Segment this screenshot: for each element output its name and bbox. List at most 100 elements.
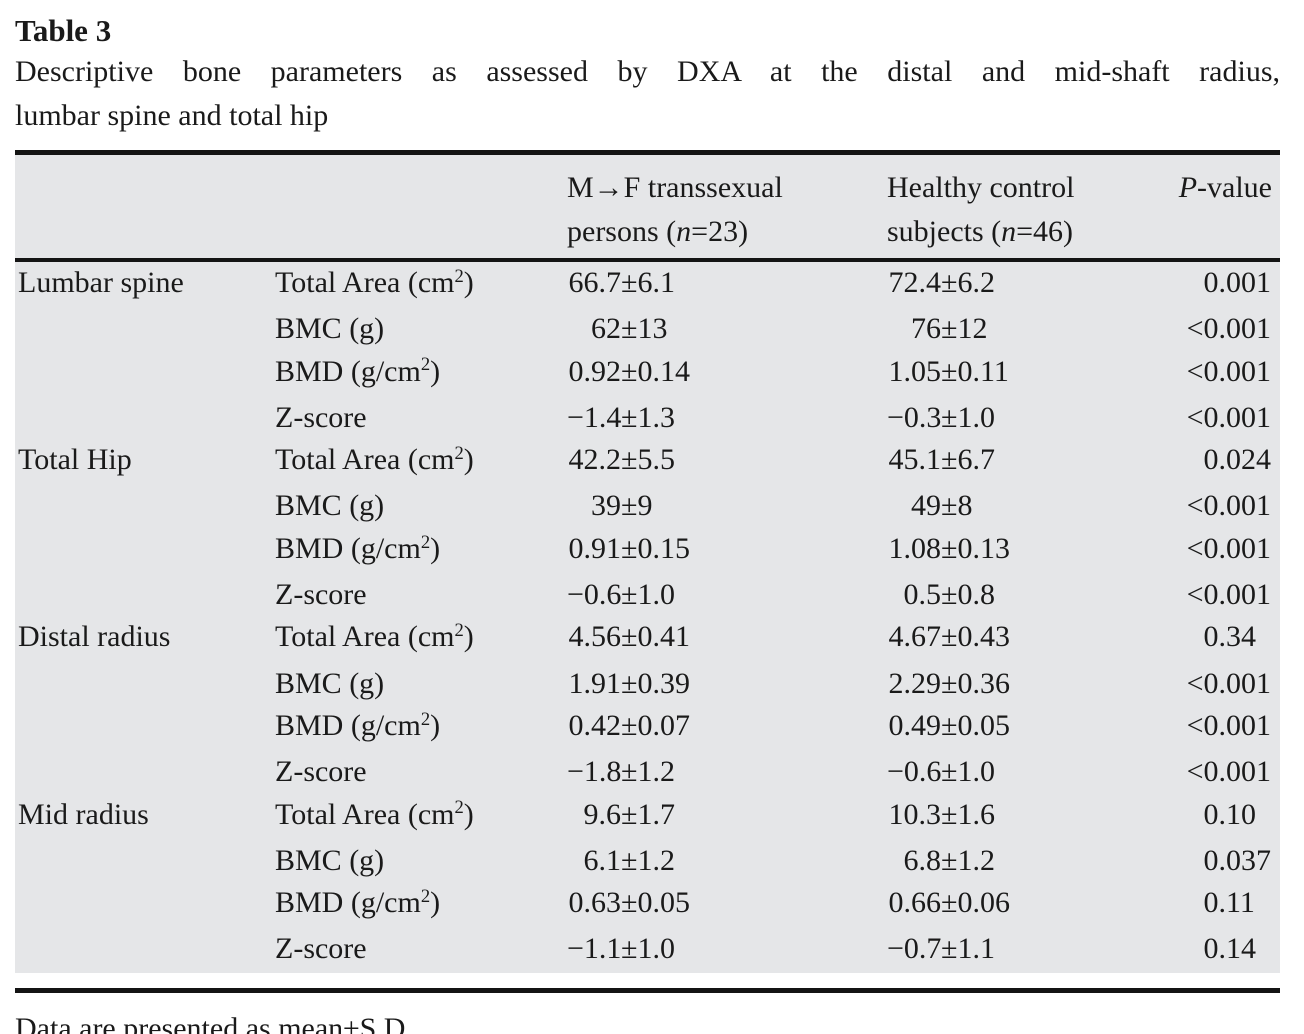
group1-line2-suffix: =23) [691, 215, 749, 248]
p-value-cell: 0.024 [1203, 443, 1272, 477]
table-row: Mid radius Total Area (cm2) 9.6±1.7 10.3±1.… [15, 794, 1280, 840]
col-header-pvalue: P-value [1175, 166, 1280, 254]
param-cell: Z-score [275, 400, 367, 434]
table-footnote: Data are presented as mean±S.D. [15, 1011, 413, 1034]
param-cell: BMD (g/cm2) [275, 708, 441, 742]
p-value-cell: <0.001 [1186, 531, 1271, 565]
table-row: Total Hip Total Area (cm2) 42.2±5.5 45.1±6.… [15, 439, 1280, 485]
group1-value-cell: 0.42±0.07 [568, 708, 690, 742]
region-cell: Lumbar spine [18, 266, 184, 299]
group1-value-cell: 39±9 [591, 489, 653, 523]
region-cell: Mid radius [18, 797, 149, 831]
table-row: Z-score −1.4±1.3 −0.3±1.0 <0.001 [15, 397, 1280, 439]
group1-value-cell: 0.92±0.14 [568, 354, 690, 388]
p-value-cell: <0.001 [1186, 312, 1271, 346]
header-param-cell [275, 166, 567, 254]
group1-line2-prefix: persons ( [567, 215, 677, 248]
p-value-cell: <0.001 [1186, 578, 1271, 612]
table-top-rule [15, 150, 1280, 155]
region-cell [15, 882, 275, 928]
region-cell [15, 663, 275, 705]
region-cell [15, 705, 275, 751]
param-cell: Z-score [275, 932, 367, 966]
table-bottom-gap [15, 972, 1280, 988]
region-cell [15, 308, 275, 350]
p-value-cell: <0.001 [1186, 666, 1271, 700]
region-cell: Distal radius [18, 620, 171, 654]
p-value-cell: 0.001 [1203, 266, 1272, 299]
group2-value-cell: 1.08±0.13 [888, 531, 1010, 565]
group2-value-cell: 0.49±0.05 [888, 708, 1010, 742]
p-value-cell: <0.001 [1186, 489, 1271, 523]
group2-value-cell: 0.66±0.06 [888, 886, 1010, 920]
group2-value-cell: 1.05±0.11 [888, 354, 1009, 388]
group2-value-cell: −0.3±1.0 [887, 400, 995, 434]
param-cell: Total Area (cm2) [275, 620, 474, 654]
group1-line1: M→F transsexual [567, 171, 783, 204]
region-cell [15, 574, 275, 616]
param-cell: Total Area (cm2) [275, 265, 474, 299]
group2-value-cell: 72.4±6.2 [888, 266, 995, 299]
table-row: BMD (g/cm2) 0.91±0.15 1.08±0.13 <0.001 [15, 528, 1280, 574]
group2-n-symbol: n [1001, 215, 1017, 248]
group2-line1: Healthy control [887, 171, 1075, 204]
table-row: Lumbar spine Total Area (cm2) 66.7±6.1 72.4… [15, 262, 1280, 308]
table-header-rule [15, 258, 1280, 262]
group1-value-cell: −0.6±1.0 [567, 578, 675, 612]
table-caption-line1: Descriptive bone parameters as assessed … [15, 55, 1280, 88]
param-cell: BMC (g) [275, 489, 385, 523]
col-header-group1: M→F transsexual persons (n=23) [567, 166, 887, 254]
group1-value-cell: 1.91±0.39 [568, 666, 690, 700]
region-cell [15, 751, 275, 793]
group1-value-cell: −1.4±1.3 [567, 400, 675, 434]
param-cell: BMC (g) [275, 666, 385, 700]
group1-n-symbol: n [676, 215, 692, 248]
table-body: Lumbar spine Total Area (cm2) 66.7±6.1 72.4… [15, 262, 1280, 973]
group1-value-cell: 62±13 [591, 312, 668, 346]
group1-value-cell: 4.56±0.41 [568, 620, 690, 654]
table-row: BMC (g) 39±9 49±8 <0.001 [15, 485, 1280, 527]
region-cell [15, 528, 275, 574]
p-value-cell: 0.34 [1203, 620, 1257, 654]
table-caption-line2: lumbar spine and total hip [15, 99, 329, 132]
table-row: BMC (g) 62±13 76±12 <0.001 [15, 308, 1280, 350]
table-row: BMD (g/cm2) 0.63±0.05 0.66±0.06 0.11 [15, 882, 1280, 928]
table-header-row: M→F transsexual persons (n=23) Healthy c… [15, 155, 1280, 258]
param-cell: BMD (g/cm2) [275, 531, 441, 565]
group2-value-cell: −0.6±1.0 [887, 755, 995, 789]
table-row: Z-score −0.6±1.0 0.5±0.8 <0.001 [15, 574, 1280, 616]
region-cell [15, 928, 275, 970]
group2-value-cell: 0.5±0.8 [903, 578, 995, 612]
group2-value-cell: −0.7±1.1 [887, 932, 995, 966]
table-row: Z-score −1.1±1.0 −0.7±1.1 0.14 [15, 928, 1280, 970]
group2-value-cell: 10.3±1.6 [888, 797, 995, 831]
group2-value-cell: 49±8 [911, 489, 973, 523]
pvalue-rest: -value [1197, 171, 1272, 204]
table-row: Z-score −1.8±1.2 −0.6±1.0 <0.001 [15, 751, 1280, 793]
param-cell: Total Area (cm2) [275, 442, 474, 477]
p-value-cell: <0.001 [1186, 755, 1271, 789]
group1-value-cell: 0.91±0.15 [568, 531, 690, 565]
group2-value-cell: 4.67±0.43 [888, 620, 1010, 654]
group2-value-cell: 76±12 [911, 312, 988, 346]
param-cell: BMC (g) [275, 312, 385, 346]
region-cell: Total Hip [18, 443, 132, 477]
p-value-cell: 0.11 [1203, 886, 1255, 920]
table-row: Distal radius Total Area (cm2) 4.56±0.41 4.… [15, 616, 1280, 662]
p-value-cell: 0.10 [1203, 797, 1257, 831]
group2-line2-prefix: subjects ( [887, 215, 1002, 248]
col-header-group2: Healthy control subjects (n=46) [887, 166, 1175, 254]
group1-value-cell: 6.1±1.2 [583, 843, 675, 877]
group1-value-cell: 66.7±6.1 [568, 266, 675, 299]
group2-value-cell: 2.29±0.36 [888, 666, 1010, 700]
group1-value-cell: −1.8±1.2 [567, 755, 675, 789]
region-cell [15, 397, 275, 439]
param-cell: Z-score [275, 578, 367, 612]
group2-line2-suffix: =46) [1016, 215, 1074, 248]
table-row: BMC (g) 6.1±1.2 6.8±1.2 0.037 [15, 840, 1280, 882]
data-table: M→F transsexual persons (n=23) Healthy c… [15, 150, 1280, 993]
param-cell: BMC (g) [275, 843, 385, 877]
p-value-cell: <0.001 [1186, 400, 1271, 434]
region-cell [15, 840, 275, 882]
